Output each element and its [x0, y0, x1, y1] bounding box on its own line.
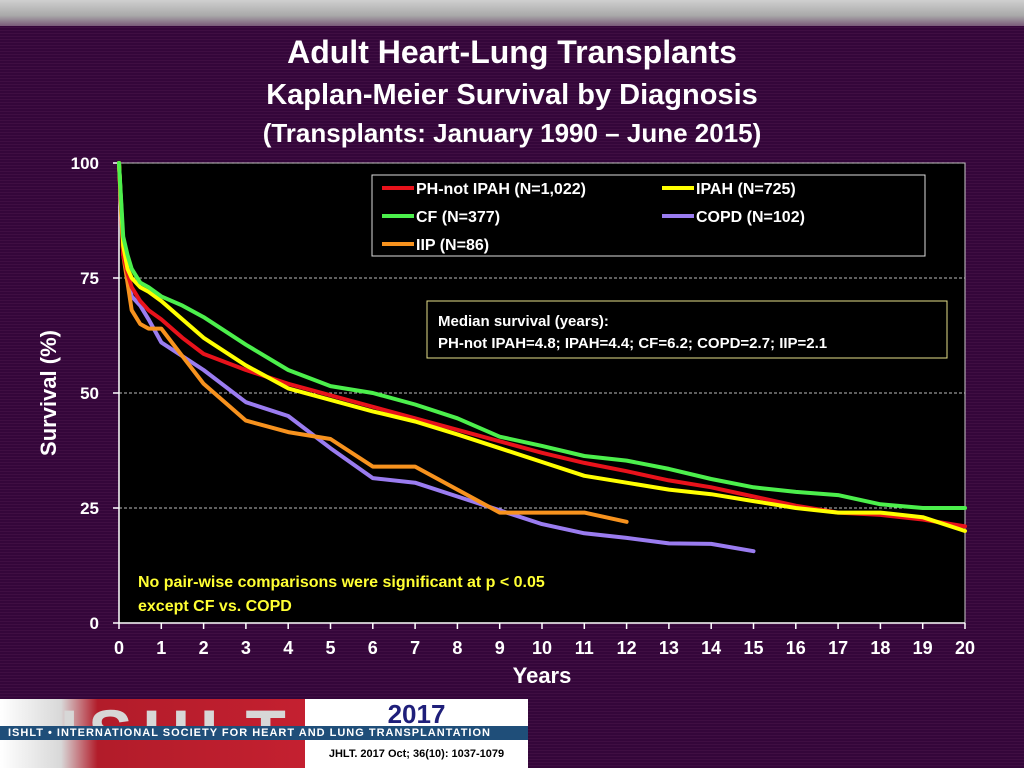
series-line-1 — [117, 161, 967, 529]
x-tick-label: 6 — [368, 638, 378, 658]
median-survival-box — [426, 300, 948, 359]
series-line-5 — [117, 161, 629, 524]
x-tick-label: 15 — [743, 638, 763, 658]
x-tick-label: 16 — [786, 638, 806, 658]
x-tick-label: 12 — [617, 638, 637, 658]
y-tick-label: 50 — [80, 384, 99, 403]
median-survival-values: PH-not IPAH=4.8; IPAH=4.4; CF=6.2; COPD=… — [438, 335, 827, 352]
legend-label-5: IIP (N=86) — [416, 237, 489, 254]
y-tick-label: 0 — [90, 614, 99, 633]
x-tick-label: 0 — [114, 638, 124, 658]
x-tick-label: 9 — [495, 638, 505, 658]
logo-lower-band — [0, 740, 305, 768]
slide-period: (Transplants: January 1990 – June 2015) — [262, 118, 762, 148]
x-tick-label: 11 — [575, 638, 594, 658]
x-tick-label: 2 — [199, 638, 209, 658]
x-tick-label: 7 — [410, 638, 420, 658]
legend-label-1: PH-not IPAH (N=1,022) — [416, 181, 586, 198]
slide-title: Adult Heart-Lung Transplants — [287, 34, 737, 70]
y-tick-label: 75 — [80, 269, 99, 288]
report-year: 2017 — [387, 699, 446, 729]
x-tick-label: 3 — [241, 638, 251, 658]
legend-label-3: CF (N=377) — [416, 209, 500, 226]
x-tick-label: 18 — [870, 638, 890, 658]
citation: JHLT. 2017 Oct; 36(10): 1037-1079 — [305, 740, 528, 768]
significance-note-line1: No pair-wise comparisons were significan… — [138, 574, 545, 591]
series-line-3 — [117, 161, 967, 510]
top-band — [0, 0, 1024, 26]
y-axis-title: Survival (%) — [36, 330, 61, 456]
significance-note-line2: except CF vs. COPD — [138, 598, 292, 615]
legend-label-2: IPAH (N=725) — [696, 181, 796, 198]
slide-subtitle: Kaplan-Meier Survival by Diagnosis — [266, 79, 758, 111]
society-name: ISHLT • INTERNATIONAL SOCIETY FOR HEART … — [0, 726, 528, 740]
year-background — [305, 699, 528, 726]
x-tick-label: 5 — [325, 638, 335, 658]
footer: ISHLT 2017 ISHLT • INTERNATIONAL SOCIETY… — [0, 699, 1024, 768]
x-tick-label: 8 — [452, 638, 462, 658]
y-tick-label: 100 — [71, 154, 99, 173]
median-survival-heading: Median survival (years): — [438, 313, 609, 330]
x-tick-label: 14 — [701, 638, 721, 658]
series-line-2 — [117, 161, 967, 533]
legend-label-4: COPD (N=102) — [696, 209, 805, 226]
legend-box — [371, 174, 926, 257]
y-tick-label: 25 — [80, 499, 99, 518]
x-tick-label: 1 — [156, 638, 166, 658]
x-tick-label: 20 — [955, 638, 975, 658]
series-line-4 — [117, 161, 756, 554]
x-axis-title: Years — [513, 663, 572, 688]
x-tick-label: 17 — [828, 638, 848, 658]
x-tick-label: 19 — [913, 638, 933, 658]
x-tick-label: 13 — [659, 638, 679, 658]
x-tick-label: 4 — [283, 638, 293, 658]
x-tick-label: 10 — [532, 638, 552, 658]
